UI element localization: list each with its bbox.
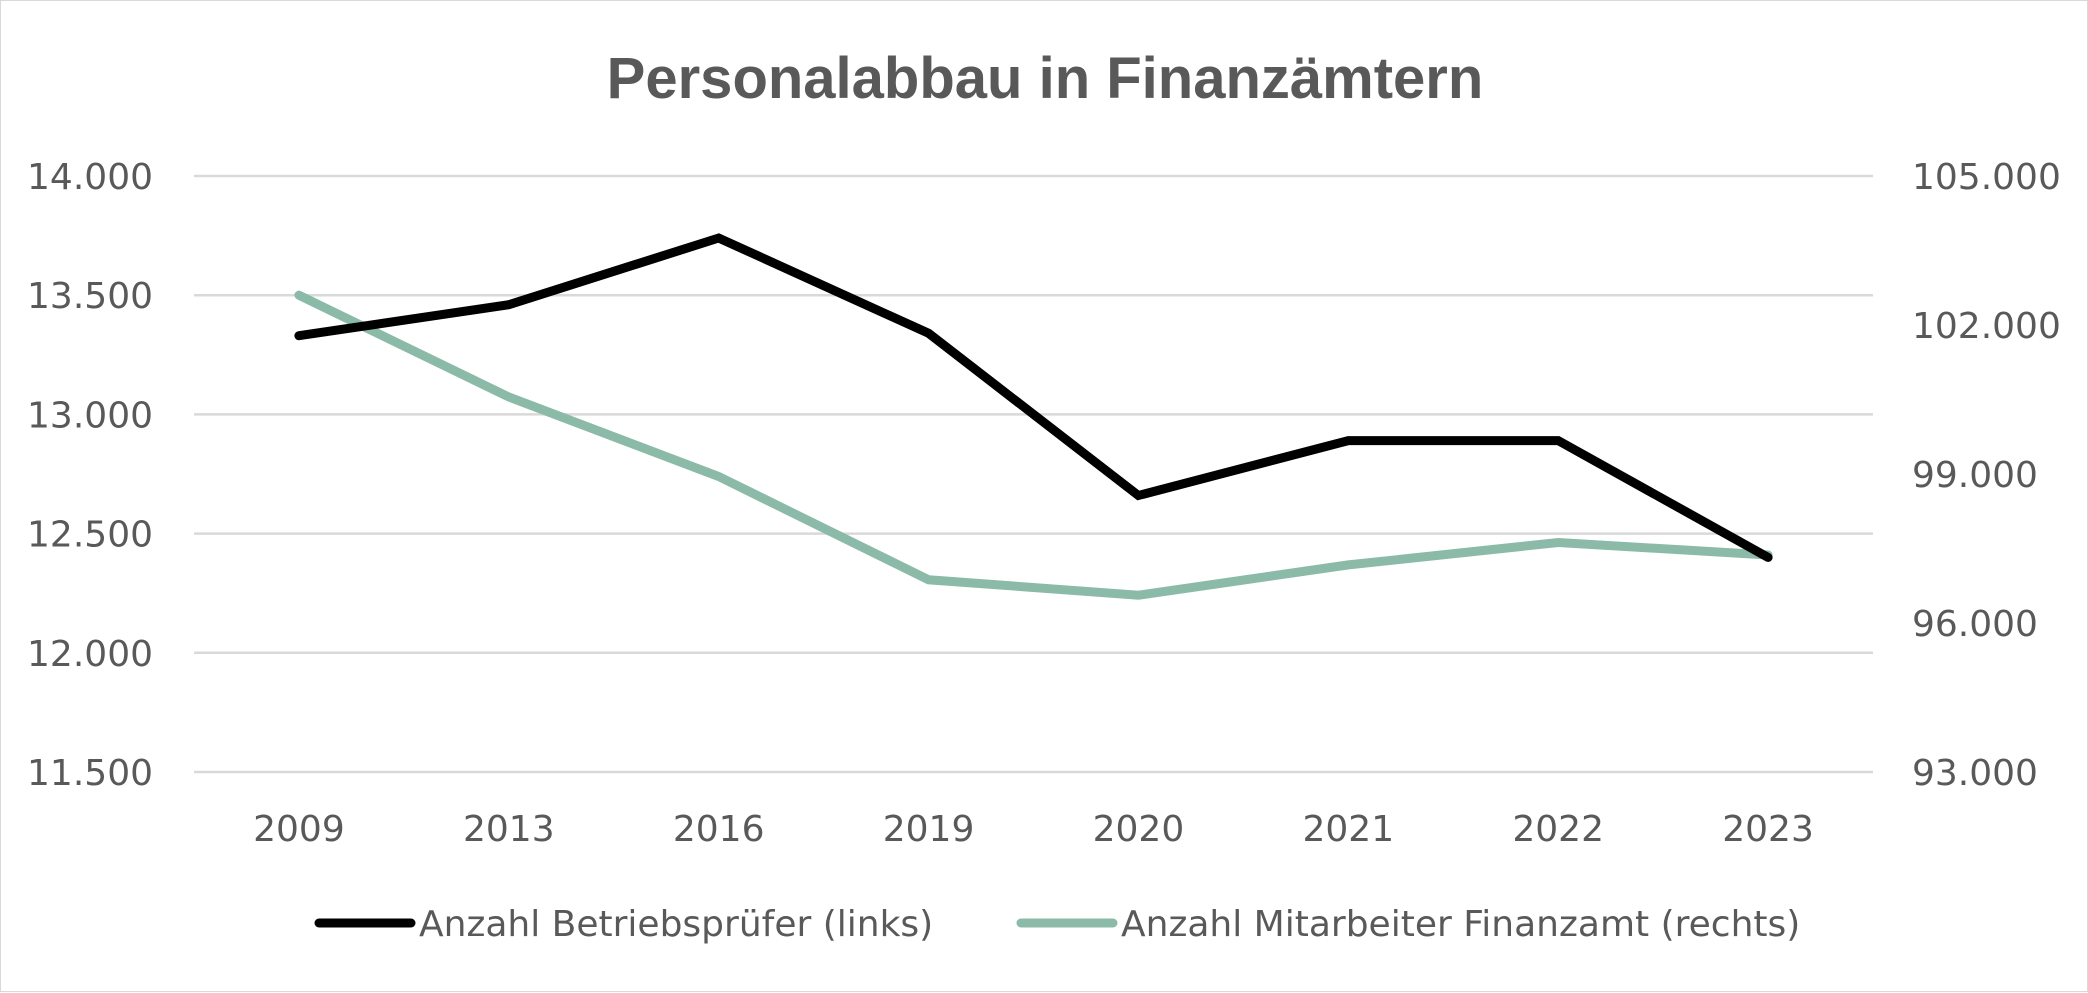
x-tick-label: 2023 (1722, 809, 1814, 850)
legend: Anzahl Betriebsprüfer (links) Anzahl Mita… (314, 904, 1800, 945)
legend-label: Anzahl Mitarbeiter Finanzamt (rechts) (1121, 904, 1800, 945)
series-line-mitarbeiter (294, 290, 1773, 600)
x-tick-label: 2009 (253, 809, 345, 850)
right-y-axis: 93.000 96.000 99.000 102.000 105.000 (1912, 157, 2061, 794)
left-y-tick-label: 13.500 (27, 276, 153, 317)
chart-title: Personalabbau in Finanzämtern (607, 46, 1484, 111)
right-y-tick-label: 105.000 (1912, 157, 2061, 198)
x-tick-label: 2021 (1303, 809, 1395, 850)
gridlines (194, 174, 1873, 774)
x-tick-label: 2013 (463, 809, 555, 850)
x-tick-label: 2022 (1512, 809, 1604, 850)
right-y-tick-label: 93.000 (1912, 753, 2038, 794)
left-y-tick-label: 14.000 (27, 157, 153, 198)
x-tick-label: 2020 (1093, 809, 1185, 850)
series-line-betriebspruefer (294, 233, 1773, 562)
series-lines (294, 233, 1773, 600)
right-y-tick-label: 96.000 (1912, 604, 2038, 645)
right-y-tick-label: 99.000 (1912, 455, 2038, 496)
x-tick-label: 2016 (673, 809, 765, 850)
x-axis: 2009 2013 2016 2019 2020 2021 2022 2023 (253, 809, 1814, 850)
left-y-tick-label: 11.500 (27, 753, 153, 794)
left-y-tick-label: 13.000 (27, 395, 153, 436)
left-y-tick-label: 12.000 (27, 634, 153, 675)
x-tick-label: 2019 (883, 809, 975, 850)
legend-label: Anzahl Betriebsprüfer (links) (419, 904, 933, 945)
right-y-tick-label: 102.000 (1912, 306, 2061, 347)
left-y-axis: 11.500 12.000 12.500 13.000 13.500 14.000 (27, 157, 153, 794)
left-y-tick-label: 12.500 (27, 515, 153, 556)
